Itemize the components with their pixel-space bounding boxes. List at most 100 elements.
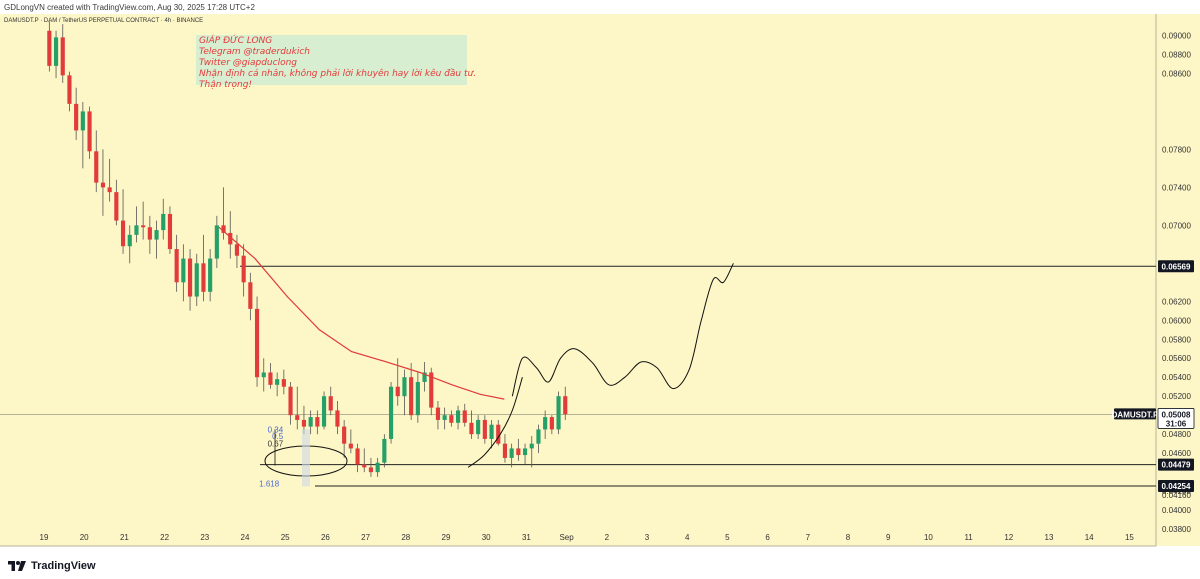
candle-body [395,386,400,397]
candle [107,158,112,202]
candle [476,415,481,439]
time-tick-label: 29 [442,533,451,542]
candle [94,130,99,193]
price-tick-label: 0.03800 [1162,525,1191,534]
candle-body [522,448,528,456]
candle-body [288,386,293,416]
candle [422,362,427,392]
candle-body [328,396,333,411]
time-tick-label: 19 [40,533,49,542]
time-tick-label: 26 [321,533,330,542]
plot-area [0,14,1156,546]
time-tick-label: 30 [482,533,491,542]
candle-body [181,258,186,283]
price-tag-bg [1158,260,1194,273]
fib-label: 0.5 [272,432,284,441]
brand-name: TradingView [31,560,96,572]
candle [134,206,139,243]
candle [556,391,561,435]
current-price-text: 0.05008 [1162,410,1191,419]
horizontal-levels [0,265,1156,487]
current-price-tag-bg [1157,408,1195,429]
candle [114,179,119,226]
level-price-tag: 0.04254 [1158,480,1194,493]
candle [462,403,467,427]
candle [234,234,240,269]
fib-label: 1.618 [259,480,280,489]
candle [388,381,394,444]
symbol-tag-text: DAMUSDT.P [1112,410,1159,419]
candle [281,369,286,395]
candle-body [295,415,300,420]
level-price-tag: 0.06569 [1158,260,1194,273]
time-tick-label: 13 [1045,533,1054,542]
time-tick-label: 22 [160,533,169,542]
price-tick-label: 0.04800 [1162,430,1191,439]
candle [181,244,186,302]
time-tick-label: 12 [1004,533,1013,542]
candle-body [308,417,313,427]
candle [455,405,461,430]
price-axis: 0.09000 0.08800 0.08600 0.07800 0.07400 0.070… [1162,31,1191,534]
candle-body [241,255,246,283]
candle-body [80,111,85,131]
candle [248,272,253,321]
time-tick-label: 7 [806,533,811,542]
candle-body [275,379,280,385]
candle-body [234,244,240,256]
symbol-tag-bg [1114,408,1156,420]
candle [563,386,568,420]
candle-body [67,75,72,104]
candle-body [254,308,260,378]
candle-body [174,249,179,283]
candle-body [167,213,173,250]
footer-brand[interactable]: TradingView [8,556,96,576]
price-tag-text: 0.04479 [1162,461,1191,470]
candle [254,296,260,387]
candle [435,400,441,430]
candle [87,106,92,159]
candle-body [556,396,561,430]
candle-body [74,103,79,131]
candle-body [402,377,407,397]
countdown-text: 31:06 [1166,419,1187,428]
chart-caption: GDLongVN created with TradingView.com, A… [4,3,255,12]
candle-body [429,372,434,408]
candle [362,448,367,473]
candle-body [435,407,441,420]
candle [174,234,179,292]
price-tick-label: 0.07800 [1162,145,1191,154]
candle-body [335,410,340,427]
candle [47,21,52,72]
price-tick-label: 0.05200 [1162,392,1191,401]
candle-body [469,422,474,435]
candle [100,149,106,216]
candle [141,201,146,240]
time-tick-label: 28 [401,533,410,542]
candle-body [261,372,266,378]
level-price-tag: 0.04479 [1158,458,1194,471]
price-tick-label: 0.04600 [1162,449,1191,458]
candle [80,101,85,169]
fib-shade [302,429,310,487]
candle [208,249,213,302]
candle [449,410,454,427]
candle [194,253,199,307]
candle [382,434,387,468]
candle [522,443,528,465]
candle [154,220,159,259]
candle-body [502,443,508,458]
candle [348,429,353,454]
price-tag-text: 0.04254 [1162,482,1191,491]
candle [268,362,273,389]
candle-body [315,417,320,427]
candle-body [187,258,193,297]
time-tick-label: 10 [924,533,933,542]
candle [288,381,293,425]
candle-body [120,220,126,247]
time-tick-label: 2 [605,533,610,542]
candle [315,410,320,435]
time-tick-label: 25 [281,533,290,542]
price-axis-area [1156,14,1200,546]
